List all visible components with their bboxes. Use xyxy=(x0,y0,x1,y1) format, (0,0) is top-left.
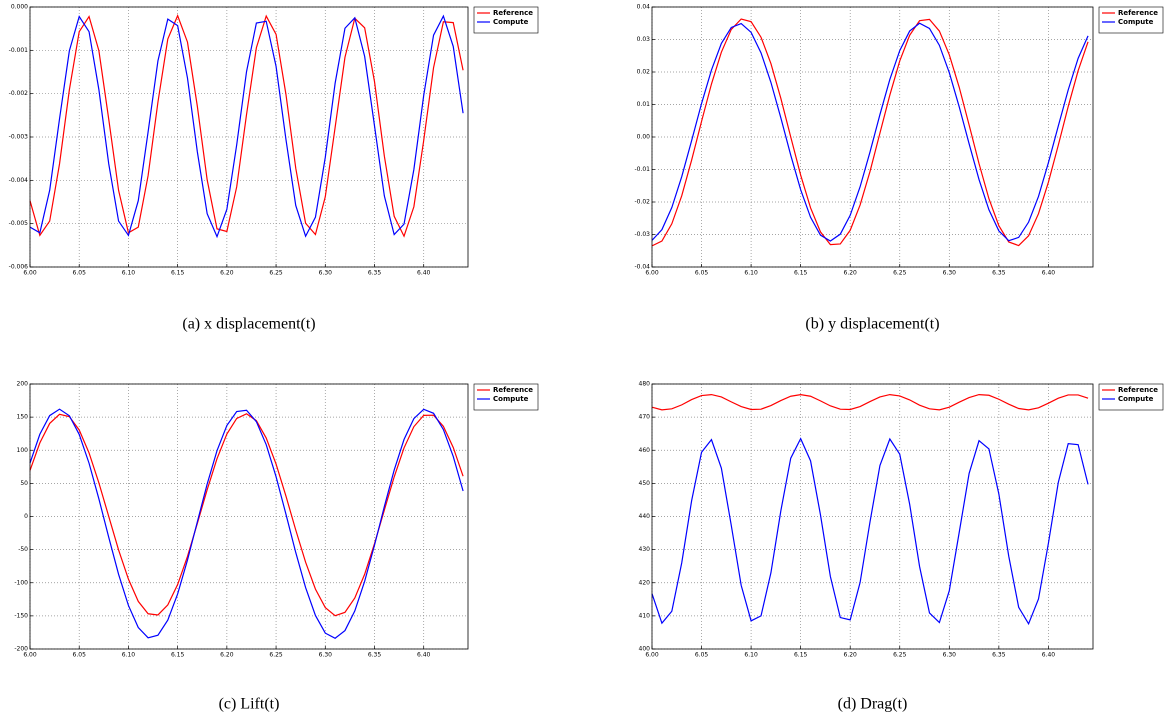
y-tick-label: -150 xyxy=(14,612,28,619)
y-tick-label: 0.02 xyxy=(637,69,651,76)
y-tick-label: -0.04 xyxy=(634,264,650,271)
y-tick-label: 150 xyxy=(17,414,29,421)
y-tick-label: -0.001 xyxy=(9,47,29,54)
x-tick-label: 6.00 xyxy=(23,270,37,277)
x-tick-label: 6.00 xyxy=(645,270,659,277)
legend-label: Compute xyxy=(493,395,529,403)
y-tick-label: 460 xyxy=(639,447,651,454)
y-tick-label: -0.02 xyxy=(634,199,650,206)
caption: (b) y displacement(t) xyxy=(805,316,939,333)
legend-label: Compute xyxy=(493,18,529,26)
legend-box xyxy=(1098,6,1164,34)
data-line xyxy=(29,413,464,617)
y-tick-label: 400 xyxy=(639,646,651,653)
y-tick-label: -0.004 xyxy=(9,177,29,184)
x-tick-label: 6.30 xyxy=(319,652,333,659)
y-tick-label: 450 xyxy=(639,480,651,487)
caption: (c) Lift(t) xyxy=(219,696,280,713)
y-tick-label: -0.002 xyxy=(9,90,29,97)
data-line xyxy=(29,14,464,239)
x-tick-label: 6.25 xyxy=(269,652,283,659)
x-tick-label: 6.00 xyxy=(645,652,659,659)
x-tick-label: 6.35 xyxy=(992,652,1006,659)
y-tick-label: 0.04 xyxy=(637,4,651,11)
y-tick-label: 0.03 xyxy=(637,36,651,43)
legend-label: Reference xyxy=(1118,9,1158,17)
x-tick-label: 6.25 xyxy=(893,270,907,277)
plot-frame xyxy=(29,6,469,268)
data-line xyxy=(651,18,1089,247)
x-tick-label: 6.20 xyxy=(220,652,234,659)
x-tick-label: 6.15 xyxy=(171,652,185,659)
y-tick-label: -0.003 xyxy=(9,134,29,141)
y-tick-label: 440 xyxy=(639,513,651,520)
x-tick-label: 6.25 xyxy=(893,652,907,659)
y-tick-label: -100 xyxy=(14,579,28,586)
legend-box xyxy=(473,383,539,411)
legend-label: Compute xyxy=(1118,395,1154,403)
legend-label: Reference xyxy=(493,9,533,17)
caption: (d) Drag(t) xyxy=(838,696,908,713)
legend-box xyxy=(1098,383,1164,411)
y-tick-label: -0.01 xyxy=(634,166,650,173)
legend-label: Compute xyxy=(1118,18,1154,26)
y-tick-label: 0.000 xyxy=(11,4,28,11)
plot-frame xyxy=(651,383,1094,650)
x-tick-label: 6.40 xyxy=(417,652,431,659)
x-tick-label: 6.05 xyxy=(695,652,709,659)
x-tick-label: 6.20 xyxy=(844,270,858,277)
x-tick-label: 6.10 xyxy=(122,652,136,659)
data-line xyxy=(651,393,1089,411)
x-tick-label: 6.30 xyxy=(319,270,333,277)
x-tick-label: 6.15 xyxy=(171,270,185,277)
y-tick-label: 480 xyxy=(639,381,651,388)
x-tick-label: 6.35 xyxy=(368,270,382,277)
x-tick-label: 6.10 xyxy=(122,270,136,277)
y-tick-label: 470 xyxy=(639,414,651,421)
x-tick-label: 6.05 xyxy=(73,270,87,277)
y-tick-label: -200 xyxy=(14,646,28,653)
x-tick-label: 6.15 xyxy=(794,652,808,659)
x-tick-label: 6.30 xyxy=(943,652,957,659)
data-line xyxy=(651,437,1089,626)
legend-label: Reference xyxy=(493,386,533,394)
x-tick-label: 6.40 xyxy=(1042,270,1056,277)
y-tick-label: 430 xyxy=(639,546,651,553)
plot-frame xyxy=(651,6,1094,268)
data-line xyxy=(29,408,464,639)
plot-frame xyxy=(29,383,469,650)
x-tick-label: 6.20 xyxy=(844,652,858,659)
x-tick-label: 6.00 xyxy=(23,652,37,659)
x-tick-label: 6.10 xyxy=(744,652,758,659)
x-tick-label: 6.40 xyxy=(1042,652,1056,659)
x-tick-label: 6.10 xyxy=(744,270,758,277)
y-tick-label: 420 xyxy=(639,579,651,586)
x-tick-label: 6.30 xyxy=(943,270,957,277)
y-tick-label: 200 xyxy=(17,381,29,388)
y-tick-label: 0.01 xyxy=(637,101,651,108)
data-line xyxy=(651,22,1089,242)
x-tick-label: 6.20 xyxy=(220,270,234,277)
y-tick-label: -0.006 xyxy=(9,264,29,271)
x-tick-label: 6.35 xyxy=(368,652,382,659)
legend-label: Reference xyxy=(1118,386,1158,394)
x-tick-label: 6.35 xyxy=(992,270,1006,277)
y-tick-label: 50 xyxy=(20,480,28,487)
x-tick-label: 6.25 xyxy=(269,270,283,277)
y-tick-label: -50 xyxy=(18,546,28,553)
x-tick-label: 6.05 xyxy=(73,652,87,659)
y-tick-label: 0.00 xyxy=(637,134,651,141)
y-tick-label: -0.005 xyxy=(9,220,29,227)
y-tick-label: 410 xyxy=(639,612,651,619)
y-tick-label: 0 xyxy=(24,513,28,520)
caption: (a) x displacement(t) xyxy=(182,316,315,333)
x-tick-label: 6.40 xyxy=(417,270,431,277)
y-tick-label: -0.03 xyxy=(634,231,650,238)
data-line xyxy=(29,14,464,238)
x-tick-label: 6.05 xyxy=(695,270,709,277)
legend-box xyxy=(473,6,539,34)
x-tick-label: 6.15 xyxy=(794,270,808,277)
y-tick-label: 100 xyxy=(17,447,29,454)
